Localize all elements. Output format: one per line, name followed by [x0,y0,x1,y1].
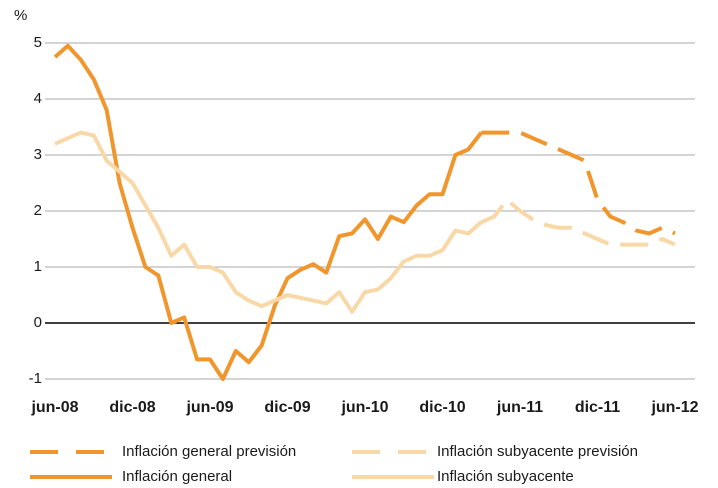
x-tick-label: jun-08 [30,399,78,416]
x-tick-label: jun-12 [650,399,698,416]
y-tick-label: 5 [34,34,42,51]
y-tick-label: 2 [34,202,42,219]
y-tick-label: 1 [34,258,42,275]
line [480,197,676,247]
y-tick-label: 3 [34,146,42,163]
legend-label: Inflación subyacente previsión [437,443,638,460]
legend-label: Inflación general previsión [122,443,296,460]
legend-label: Inflación subyacente [437,468,574,485]
x-tick-label: jun-10 [340,399,388,416]
line [481,130,676,236]
x-tick-label: dic-09 [264,399,310,416]
line [54,130,483,314]
y-tick-label: -1 [29,370,42,387]
x-tick-label: jun-09 [185,399,233,416]
y-axis-label: % [14,7,27,24]
x-tick-label: dic-10 [419,399,465,416]
line [53,43,483,381]
y-tick-label: 4 [34,90,42,107]
y-tick-label: 0 [34,314,42,331]
x-tick-label: dic-11 [575,399,620,416]
legend-label: Inflación general [122,468,232,485]
x-tick-label: dic-08 [109,399,155,416]
x-tick-label: jun-11 [496,399,543,416]
